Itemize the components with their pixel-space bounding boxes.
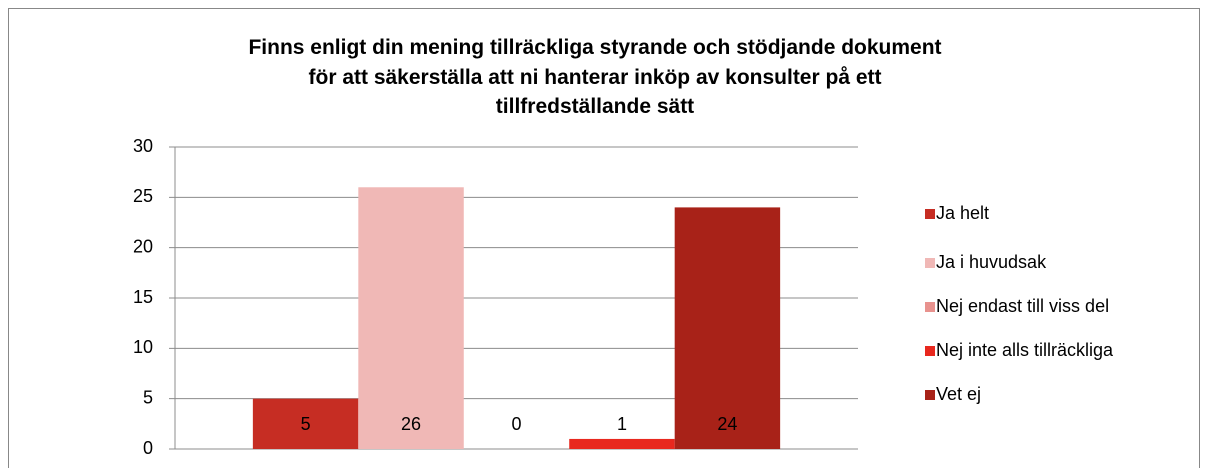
bar: [674, 207, 781, 449]
legend-label: Nej inte alls tillräckliga: [936, 340, 1114, 360]
value-label: 1: [617, 414, 627, 434]
legend-label: Ja i huvudsak: [936, 252, 1047, 272]
y-tick-label: 10: [133, 337, 153, 357]
legend-swatch: [925, 258, 935, 268]
y-tick-label: 30: [133, 136, 153, 156]
y-tick-label: 25: [133, 186, 153, 206]
bar: [358, 187, 464, 449]
legend-swatch: [925, 302, 935, 312]
value-label: 0: [511, 414, 521, 434]
legend-swatch: [925, 390, 935, 400]
value-label: 24: [717, 414, 737, 434]
legend-swatch: [925, 209, 935, 219]
bar: [569, 438, 675, 449]
y-tick-label: 15: [133, 287, 153, 307]
value-label: 26: [401, 414, 421, 434]
y-tick-label: 5: [143, 387, 153, 407]
y-tick-label: 0: [143, 438, 153, 458]
legend-swatch: [925, 346, 935, 356]
chart-frame: [8, 8, 1200, 468]
value-label: 5: [301, 414, 311, 434]
legend-label: Ja helt: [936, 203, 989, 223]
legend-label: Nej endast till viss del: [936, 296, 1109, 316]
y-tick-label: 20: [133, 236, 153, 256]
bar: [252, 398, 359, 449]
legend-label: Vet ej: [936, 384, 981, 404]
chart-title: Finns enligt din mening tillräckliga sty…: [248, 36, 942, 118]
